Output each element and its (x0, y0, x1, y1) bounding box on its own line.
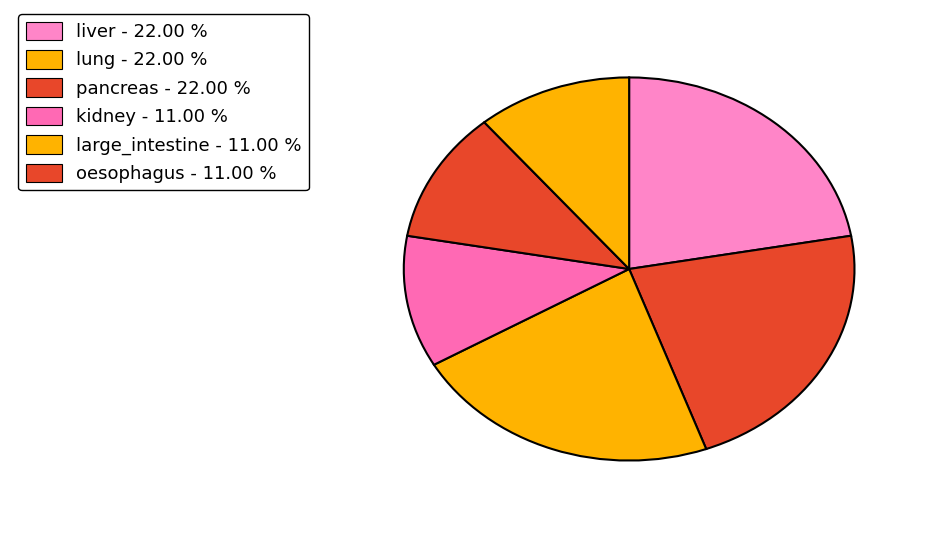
Wedge shape (408, 122, 629, 269)
Wedge shape (629, 236, 854, 449)
Legend: liver - 22.00 %, lung - 22.00 %, pancreas - 22.00 %, kidney - 11.00 %, large_int: liver - 22.00 %, lung - 22.00 %, pancrea… (19, 15, 309, 190)
Wedge shape (404, 236, 629, 365)
Wedge shape (434, 269, 706, 461)
Wedge shape (485, 77, 629, 269)
Wedge shape (629, 77, 851, 269)
